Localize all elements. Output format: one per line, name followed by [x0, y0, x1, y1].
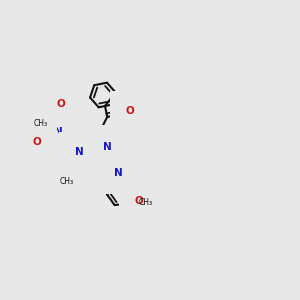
Text: CH₃: CH₃	[59, 177, 74, 186]
Text: N: N	[70, 157, 79, 167]
Text: CH₃: CH₃	[34, 119, 48, 128]
Text: O: O	[135, 196, 144, 206]
Text: O: O	[125, 106, 134, 116]
Text: O: O	[32, 136, 41, 147]
Text: N: N	[114, 168, 122, 178]
Text: N: N	[75, 147, 84, 157]
Text: N: N	[103, 142, 112, 152]
Text: CH₃: CH₃	[139, 198, 153, 207]
Text: N: N	[85, 140, 94, 150]
Text: O: O	[57, 99, 66, 109]
Text: N: N	[54, 127, 63, 137]
